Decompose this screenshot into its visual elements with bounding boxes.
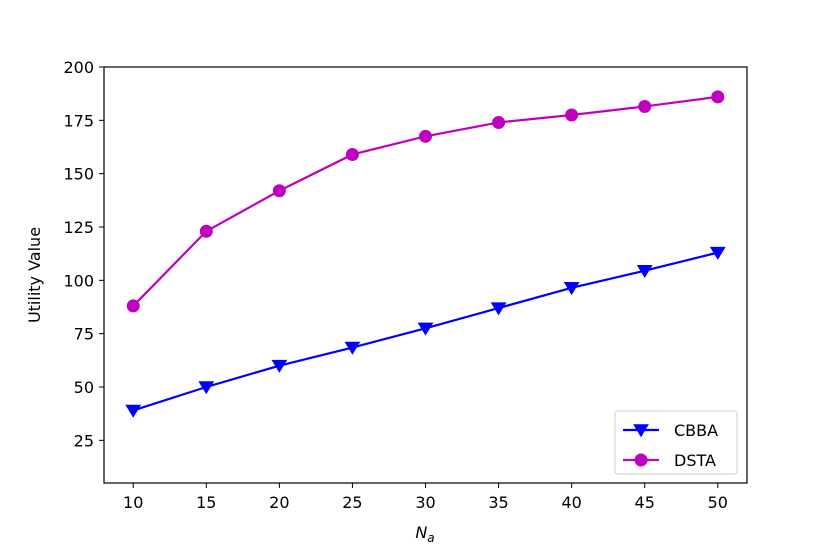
series-layer <box>125 90 726 418</box>
x-tick-label: 35 <box>488 493 508 512</box>
y-tick-label: 175 <box>63 111 94 130</box>
y-tick-label: 200 <box>63 58 94 77</box>
cbba-point <box>636 264 653 278</box>
dsta-point <box>711 90 725 104</box>
x-tick-label: 40 <box>561 493 581 512</box>
series-cbba <box>125 246 726 418</box>
dsta-point <box>565 108 579 122</box>
x-tick-label: 15 <box>196 493 216 512</box>
y-axis-ticks: 25 50 75 100 125 150 175 200 <box>63 58 104 450</box>
cbba-point <box>563 282 580 296</box>
x-axis-label-subscript: a <box>427 531 434 545</box>
legend-label-dsta: DSTA <box>674 451 716 470</box>
dsta-point <box>126 299 140 313</box>
cbba-point <box>344 341 361 355</box>
cbba-point <box>125 404 142 418</box>
x-axis-label: Na <box>415 523 434 545</box>
dsta-point <box>272 184 286 198</box>
series-dsta <box>126 90 725 313</box>
legend: CBBA DSTA <box>614 410 738 475</box>
x-tick-label: 20 <box>269 493 289 512</box>
y-tick-label: 50 <box>74 378 94 397</box>
y-tick-label: 150 <box>63 165 94 184</box>
legend-marker-cbba <box>633 424 649 438</box>
cbba-point <box>271 359 288 373</box>
y-axis-label: Utility Value <box>25 227 44 323</box>
cbba-point <box>490 302 507 316</box>
dsta-point <box>492 115 506 129</box>
y-tick-label: 100 <box>63 271 94 290</box>
legend-marker-dsta <box>634 453 648 467</box>
cbba-point <box>198 381 215 395</box>
dsta-point <box>638 99 652 113</box>
x-axis-ticks: 10 15 20 25 30 35 40 45 50 <box>123 483 728 512</box>
dsta-point <box>345 147 359 161</box>
x-tick-label: 50 <box>708 493 728 512</box>
x-tick-label: 25 <box>342 493 362 512</box>
dsta-point <box>419 129 432 143</box>
dsta-point <box>199 224 213 238</box>
x-tick-label: 10 <box>123 493 143 512</box>
x-tick-label: 45 <box>635 493 655 512</box>
y-tick-label: 125 <box>63 218 94 237</box>
cbba-point <box>417 322 434 336</box>
y-tick-label: 25 <box>74 431 94 450</box>
legend-label-cbba: CBBA <box>674 421 718 440</box>
y-tick-label: 75 <box>74 325 94 344</box>
x-axis-label-main: N <box>415 523 427 542</box>
cbba-point <box>709 246 726 260</box>
x-tick-label: 30 <box>415 493 435 512</box>
